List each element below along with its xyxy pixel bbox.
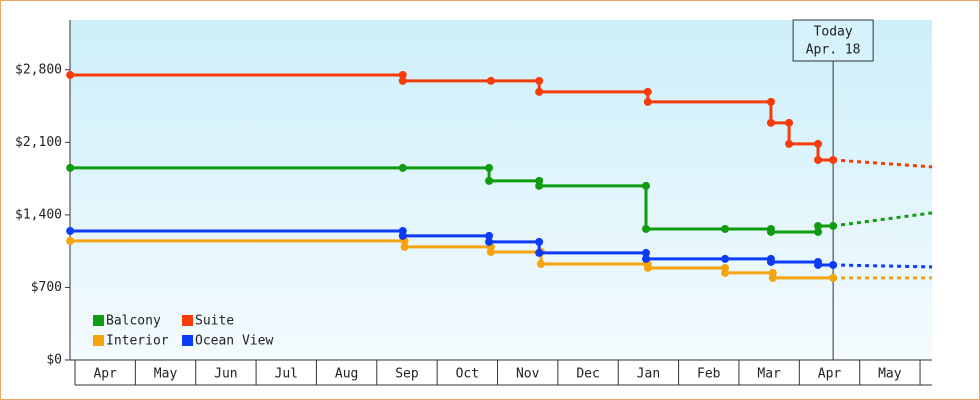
x-tick-label: Jan xyxy=(637,367,660,382)
point xyxy=(398,231,407,240)
x-tick-label: May xyxy=(154,367,178,382)
point xyxy=(814,139,823,148)
legend-label: Suite xyxy=(195,314,234,329)
forecast-line xyxy=(832,211,933,228)
legend-swatch xyxy=(93,315,104,326)
point xyxy=(766,118,775,127)
plot-area xyxy=(70,20,932,360)
point xyxy=(785,118,794,127)
point xyxy=(721,224,730,233)
point xyxy=(721,254,730,263)
point xyxy=(535,76,544,85)
x-tick-label: Apr xyxy=(93,367,117,382)
point xyxy=(486,247,495,256)
x-tick-label: Jun xyxy=(214,367,237,382)
point xyxy=(642,254,651,263)
point xyxy=(766,257,775,266)
point xyxy=(398,163,407,172)
legend-swatch xyxy=(182,315,193,326)
point xyxy=(398,76,407,85)
x-tick-label: Oct xyxy=(456,367,479,382)
series-line xyxy=(70,239,834,280)
point xyxy=(721,268,730,277)
point xyxy=(642,248,651,257)
point xyxy=(814,227,823,236)
forecast-line xyxy=(833,263,933,269)
today-label: Today xyxy=(814,25,853,40)
point xyxy=(535,237,544,246)
point xyxy=(485,231,494,240)
point xyxy=(535,181,544,190)
x-tick-label: Jul xyxy=(275,367,298,382)
legend-swatch xyxy=(182,335,193,346)
point xyxy=(66,236,75,245)
today-date: Apr. 18 xyxy=(806,43,861,58)
x-tick-label: Mar xyxy=(757,367,781,382)
point xyxy=(400,242,409,251)
point xyxy=(535,87,544,96)
point xyxy=(642,224,651,233)
legend-swatch xyxy=(93,335,104,346)
point xyxy=(398,70,407,79)
point xyxy=(643,87,652,96)
point xyxy=(643,263,652,272)
legend-label: Balcony xyxy=(106,314,161,329)
point xyxy=(814,155,823,164)
point xyxy=(535,248,544,257)
legend-label: Interior xyxy=(106,334,169,349)
point xyxy=(485,176,494,185)
point xyxy=(485,237,494,246)
point xyxy=(829,221,838,230)
point xyxy=(66,163,75,172)
point xyxy=(766,97,775,106)
point xyxy=(536,260,545,269)
point xyxy=(486,76,495,85)
y-tick-label: $2,800 xyxy=(15,62,62,77)
x-tick-label: Sep xyxy=(395,367,419,382)
point xyxy=(768,273,777,282)
today-box xyxy=(792,19,874,62)
x-tick-label: May xyxy=(878,367,902,382)
point xyxy=(814,221,823,230)
point xyxy=(814,260,823,269)
forecast-line xyxy=(833,158,933,169)
point xyxy=(66,70,75,79)
x-tick-label: Dec xyxy=(576,367,599,382)
y-tick-label: $0 xyxy=(46,353,62,368)
point xyxy=(642,181,651,190)
point xyxy=(485,163,494,172)
x-tick-label: Apr xyxy=(818,367,842,382)
y-tick-label: $700 xyxy=(31,280,62,295)
x-tick-label: Aug xyxy=(335,367,358,382)
point xyxy=(66,226,75,235)
point xyxy=(829,260,838,269)
legend-label: Ocean View xyxy=(195,334,273,349)
x-tick-label: Feb xyxy=(697,367,721,382)
point xyxy=(829,273,838,282)
point xyxy=(785,139,794,148)
point xyxy=(643,97,652,106)
y-tick-label: $1,400 xyxy=(15,207,62,222)
point xyxy=(766,227,775,236)
point xyxy=(829,155,838,164)
x-tick-label: Nov xyxy=(516,367,540,382)
y-tick-label: $2,100 xyxy=(15,135,62,150)
